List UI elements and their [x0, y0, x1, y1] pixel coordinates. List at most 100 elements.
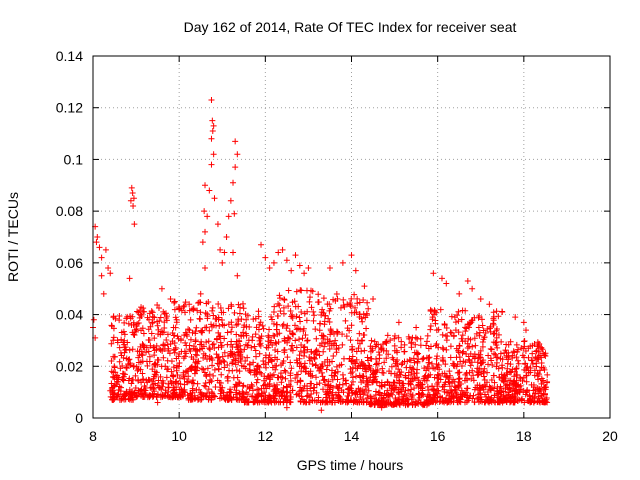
data-point — [108, 340, 115, 347]
data-point — [127, 197, 134, 204]
data-point — [129, 329, 136, 336]
data-point — [155, 384, 162, 391]
data-point — [380, 370, 387, 377]
data-point — [283, 257, 290, 264]
data-point — [317, 342, 324, 349]
data-point — [121, 319, 128, 326]
data-point — [496, 374, 503, 381]
data-point — [98, 254, 105, 261]
data-point — [456, 290, 463, 297]
data-point — [336, 362, 343, 369]
data-point — [341, 303, 348, 310]
data-point — [236, 390, 243, 397]
data-point — [383, 355, 390, 362]
data-point — [139, 352, 146, 359]
data-point — [388, 363, 395, 370]
data-point — [173, 316, 180, 323]
data-point — [297, 287, 304, 294]
data-point — [215, 354, 222, 361]
data-point — [280, 388, 287, 395]
data-point — [232, 381, 239, 388]
data-point — [209, 117, 216, 124]
data-point — [168, 368, 175, 375]
data-point — [424, 338, 431, 345]
data-point — [455, 329, 462, 336]
data-point — [186, 342, 193, 349]
data-point — [537, 392, 544, 399]
data-point — [238, 316, 245, 323]
data-point — [419, 356, 426, 363]
data-point — [150, 344, 157, 351]
data-point — [107, 270, 114, 277]
data-point — [487, 387, 494, 394]
data-point — [231, 210, 238, 217]
data-point — [244, 312, 251, 319]
data-point — [266, 326, 273, 333]
data-point — [458, 387, 465, 394]
data-point — [394, 372, 401, 379]
data-point — [214, 377, 221, 384]
data-point — [476, 366, 483, 373]
data-point — [424, 363, 431, 370]
data-markers — [90, 96, 551, 414]
data-point — [488, 377, 495, 384]
data-point — [265, 373, 272, 380]
data-point — [315, 299, 322, 306]
data-point — [247, 369, 254, 376]
data-point — [209, 362, 216, 369]
data-point — [359, 373, 366, 380]
data-point — [433, 341, 440, 348]
data-point — [239, 383, 246, 390]
data-point — [215, 354, 222, 361]
data-point — [273, 340, 280, 347]
data-point — [445, 398, 452, 405]
data-point — [248, 344, 255, 351]
data-point — [398, 344, 405, 351]
data-point — [342, 377, 349, 384]
data-point — [309, 288, 316, 295]
data-point — [404, 358, 411, 365]
data-point — [356, 330, 363, 337]
data-point — [135, 359, 142, 366]
data-point — [288, 267, 295, 274]
data-point — [163, 374, 170, 381]
data-point — [485, 361, 492, 368]
data-point — [323, 366, 330, 373]
data-point — [490, 313, 497, 320]
data-point — [177, 380, 184, 387]
data-point — [176, 386, 183, 393]
data-point — [385, 392, 392, 399]
data-point — [201, 382, 208, 389]
data-point — [313, 374, 320, 381]
data-point — [121, 349, 128, 356]
data-point — [230, 249, 237, 256]
data-point — [443, 280, 450, 287]
data-point — [240, 396, 247, 403]
data-point — [207, 394, 214, 401]
data-point — [129, 346, 136, 353]
data-point — [253, 379, 260, 386]
data-point — [151, 347, 158, 354]
data-point — [258, 392, 265, 399]
data-point — [499, 396, 506, 403]
data-point — [306, 298, 313, 305]
data-point — [254, 397, 261, 404]
data-point — [347, 365, 354, 372]
data-point — [105, 265, 112, 272]
x-tick-label: 14 — [344, 428, 360, 444]
data-point — [439, 370, 446, 377]
data-point — [320, 386, 327, 393]
data-point — [193, 324, 200, 331]
data-point — [348, 390, 355, 397]
data-point — [511, 394, 518, 401]
data-point — [463, 370, 470, 377]
data-point — [447, 343, 454, 350]
data-point — [316, 352, 323, 359]
data-point — [439, 331, 446, 338]
data-point — [438, 275, 445, 282]
data-point — [129, 376, 136, 383]
data-point — [203, 300, 210, 307]
data-point — [191, 370, 198, 377]
data-point — [359, 365, 366, 372]
